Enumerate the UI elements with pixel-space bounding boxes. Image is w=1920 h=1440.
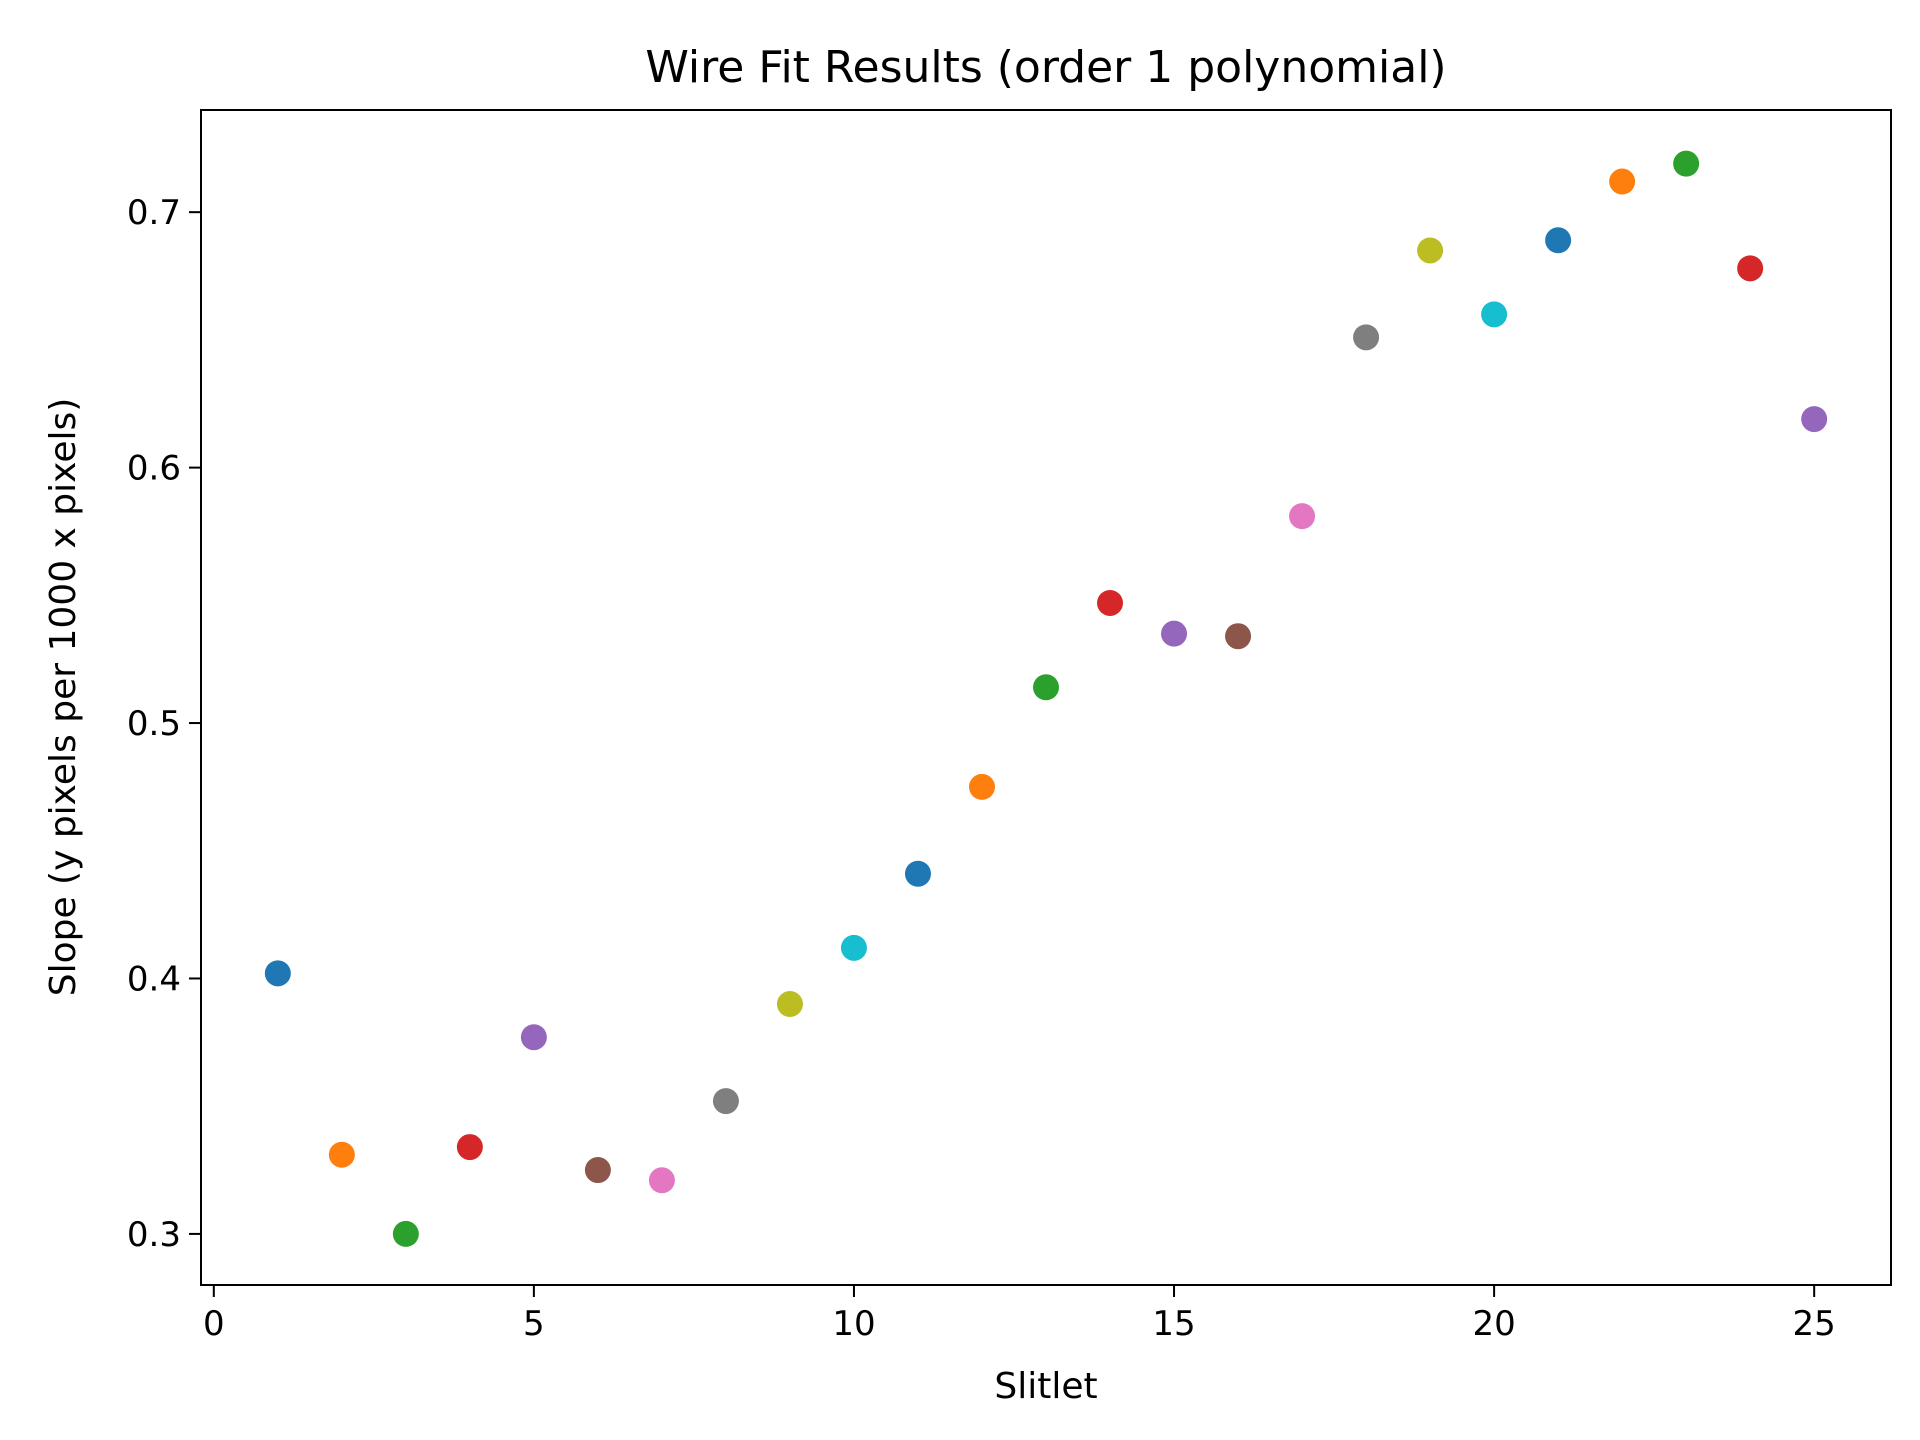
x-axis: 0 5 10 15 20 25 bbox=[203, 1285, 1836, 1344]
data-point-18 bbox=[1353, 324, 1380, 351]
data-point-13 bbox=[1033, 674, 1059, 701]
data-point-25 bbox=[1801, 406, 1828, 433]
data-points bbox=[264, 150, 1828, 1247]
axes-frame bbox=[200, 109, 1892, 1286]
data-point-3 bbox=[392, 1220, 419, 1247]
data-point-11 bbox=[904, 860, 931, 887]
data-point-24 bbox=[1737, 255, 1764, 282]
x-tick-label: 15 bbox=[1152, 1304, 1195, 1344]
data-point-7 bbox=[648, 1167, 675, 1194]
y-tick-label: 0.3 bbox=[127, 1215, 181, 1255]
data-point-8 bbox=[712, 1088, 739, 1115]
y-tick-label: 0.4 bbox=[127, 959, 181, 999]
x-tick-label: 5 bbox=[523, 1304, 545, 1344]
x-tick-label: 10 bbox=[832, 1304, 875, 1344]
data-point-16 bbox=[1225, 623, 1252, 650]
y-tick-label: 0.7 bbox=[127, 193, 181, 233]
data-point-12 bbox=[968, 773, 995, 800]
data-point-22 bbox=[1609, 168, 1636, 195]
x-tick-label: 20 bbox=[1472, 1304, 1515, 1344]
y-tick-label: 0.6 bbox=[127, 449, 181, 489]
plot-area: 0 5 10 15 20 25 0.3 0.4 0.5 0.6 0.7 bbox=[127, 109, 1892, 1344]
data-point-1 bbox=[264, 960, 291, 987]
data-point-15 bbox=[1161, 620, 1188, 647]
data-point-23 bbox=[1673, 150, 1700, 177]
data-point-5 bbox=[520, 1024, 547, 1051]
x-tick-label: 0 bbox=[203, 1304, 225, 1344]
data-point-14 bbox=[1097, 589, 1124, 616]
y-tick-label: 0.5 bbox=[127, 704, 181, 744]
data-point-10 bbox=[840, 934, 867, 961]
x-tick-label: 25 bbox=[1793, 1304, 1836, 1344]
data-point-20 bbox=[1481, 301, 1508, 328]
data-point-19 bbox=[1417, 237, 1444, 264]
data-point-17 bbox=[1289, 503, 1316, 530]
y-axis: 0.3 0.4 0.5 0.6 0.7 bbox=[127, 193, 201, 1255]
data-point-21 bbox=[1545, 227, 1572, 254]
data-point-6 bbox=[584, 1157, 611, 1184]
chart-title: Wire Fit Results (order 1 polynomial) bbox=[645, 42, 1446, 93]
data-point-4 bbox=[456, 1134, 483, 1161]
data-point-2 bbox=[328, 1141, 355, 1168]
y-axis-label: Slope (y pixels per 1000 x pixels) bbox=[43, 398, 84, 997]
data-point-9 bbox=[776, 991, 803, 1018]
x-axis-label: Slitlet bbox=[994, 1366, 1097, 1407]
